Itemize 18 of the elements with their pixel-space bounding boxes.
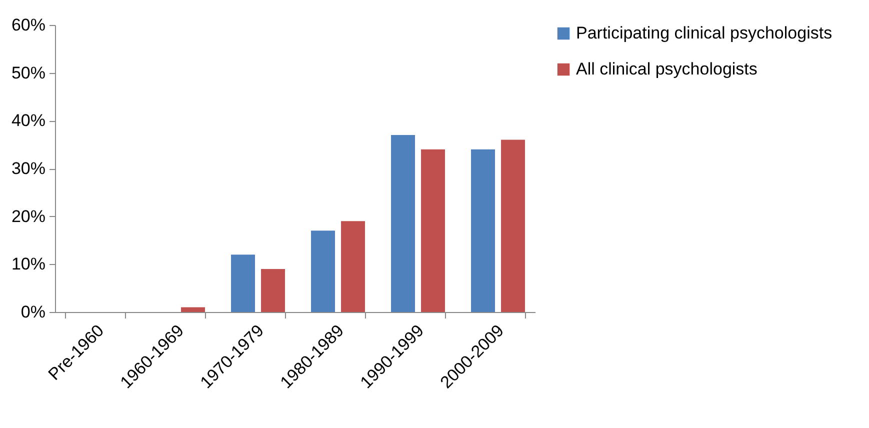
bar — [341, 221, 365, 312]
legend-label: All clinical psychologists — [576, 60, 758, 78]
bar — [311, 230, 335, 312]
bar — [391, 135, 415, 312]
bar — [471, 149, 495, 312]
bar — [181, 307, 205, 312]
y-tick-label: 0% — [20, 302, 46, 322]
y-tick-label: 10% — [11, 254, 46, 274]
bar — [231, 254, 255, 312]
bar — [501, 140, 525, 312]
y-tick-label: 50% — [11, 63, 46, 82]
y-tick-label: 40% — [11, 111, 46, 130]
y-tick-label: 60% — [11, 16, 46, 34]
bar — [261, 268, 285, 312]
y-tick-label: 30% — [11, 159, 46, 178]
bar — [421, 149, 445, 312]
legend-label: Participating clinical psychologists — [576, 24, 832, 42]
y-tick-label: 20% — [11, 206, 46, 226]
